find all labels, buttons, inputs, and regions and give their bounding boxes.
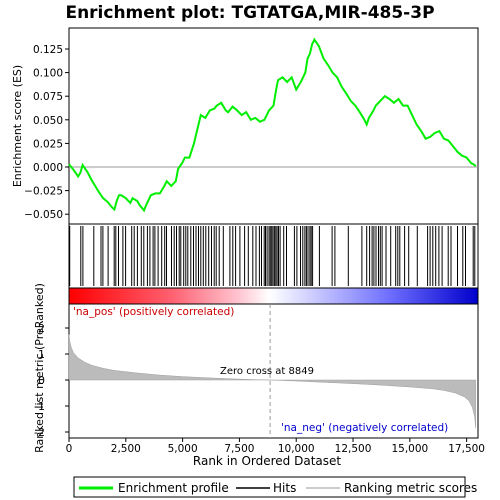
legend-label-enrichment: Enrichment profile bbox=[118, 481, 229, 495]
metric-panel-frame bbox=[68, 303, 479, 439]
hits-panel bbox=[68, 223, 479, 289]
x-tick-label: 12,500 bbox=[335, 443, 372, 455]
es-panel-frame bbox=[68, 27, 479, 225]
es-y-tick-label: 0.050 bbox=[33, 115, 63, 127]
x-tick-label: 5,000 bbox=[168, 443, 198, 455]
legend: Enrichment profile Hits Ranking metric s… bbox=[73, 476, 477, 498]
metric-panel: Zero cross at 8849 'na_pos' (positively … bbox=[33, 283, 485, 468]
pos-label: 'na_pos' (positively correlated) bbox=[73, 306, 234, 318]
es-y-tick-label: 0.125 bbox=[33, 44, 63, 56]
es-y-tick-label: 0.000 bbox=[33, 162, 63, 174]
neg-label: 'na_neg' (negatively correlated) bbox=[281, 422, 448, 434]
chart-title: Enrichment plot: TGTATGA,MIR-485-3P bbox=[65, 3, 434, 23]
ranking-metric-area bbox=[68, 334, 476, 429]
metric-y-tick-label: -1 bbox=[34, 400, 45, 413]
metric-y-ticks: -2 -1 0 1 2 bbox=[34, 322, 69, 439]
es-y-tick-label: −0.025 bbox=[24, 186, 63, 198]
x-axis-label: Rank in Ordered Dataset bbox=[193, 454, 341, 468]
legend-frame bbox=[73, 476, 466, 498]
es-y-tick-label: −0.050 bbox=[24, 209, 63, 221]
legend-label-metric: Ranking metric scores bbox=[344, 481, 477, 495]
enrichment-profile-line bbox=[68, 37, 477, 213]
es-y-ticks: −0.050 −0.025 0.000 0.025 0.050 0.075 0.100 0.1… bbox=[24, 44, 69, 221]
rank-color-bar bbox=[68, 287, 479, 305]
x-tick-label: 10,000 bbox=[278, 443, 315, 455]
x-tick-label: 17,500 bbox=[448, 443, 485, 455]
x-tick-label: 7,500 bbox=[224, 443, 254, 455]
metric-y-tick-label: 1 bbox=[38, 348, 45, 361]
x-ticks: 0 2,500 5,000 7,500 10,000 12,500 15,000 17,500 bbox=[66, 438, 485, 455]
hit-lines bbox=[69, 226, 476, 286]
es-y-axis-label: Enrichment score (ES) bbox=[11, 65, 24, 187]
x-tick-label: 2,500 bbox=[111, 443, 141, 455]
es-y-tick-label: 0.075 bbox=[33, 91, 63, 103]
es-y-tick-label: 0.025 bbox=[33, 138, 63, 150]
es-y-tick-label: 0.100 bbox=[33, 68, 63, 80]
metric-y-tick-label: -2 bbox=[34, 426, 45, 439]
x-tick-label: 0 bbox=[66, 443, 73, 455]
legend-label-hits: Hits bbox=[273, 481, 296, 495]
metric-y-tick-label: 0 bbox=[38, 374, 45, 387]
metric-y-tick-label: 2 bbox=[38, 322, 45, 335]
x-tick-label: 15,000 bbox=[391, 443, 428, 455]
es-panel: −0.050 −0.025 0.000 0.025 0.050 0.075 0.100 0.1… bbox=[11, 27, 479, 225]
metric-y-axis-label: Ranked list metric (PreRanked) bbox=[33, 283, 46, 453]
zero-cross-label: Zero cross at 8849 bbox=[220, 366, 314, 377]
